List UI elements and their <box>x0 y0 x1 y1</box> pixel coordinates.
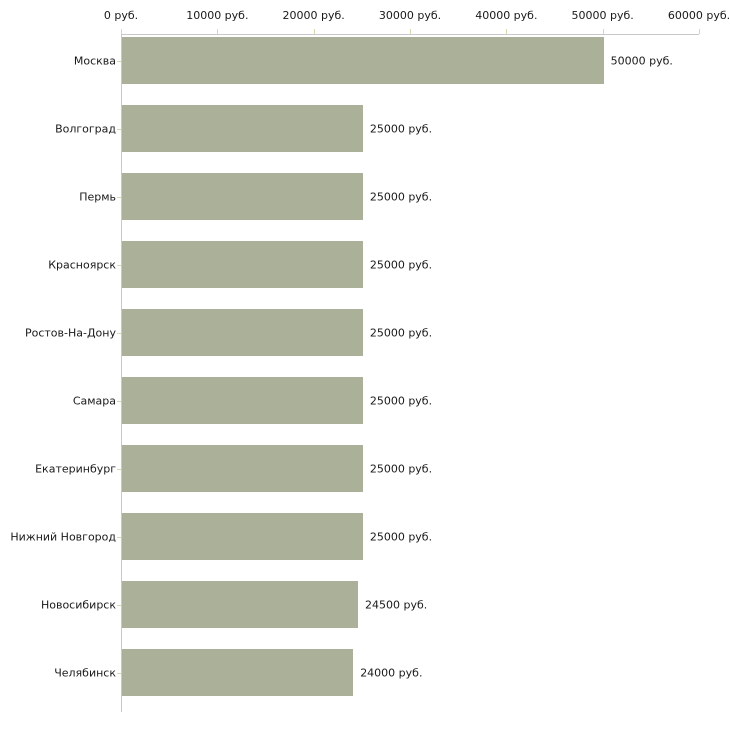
x-axis-tick-label: 60000 руб. <box>667 9 730 22</box>
y-axis-tick <box>117 332 121 334</box>
x-axis-tick <box>217 29 219 34</box>
category-label: Волгоград <box>55 122 116 135</box>
y-axis-tick <box>117 264 121 266</box>
y-axis-tick <box>117 604 121 606</box>
value-label: 24500 руб. <box>365 598 428 611</box>
value-label: 24000 руб. <box>360 666 423 679</box>
bar <box>122 581 359 628</box>
category-label: Красноярск <box>48 258 116 271</box>
category-label: Самара <box>72 394 116 407</box>
x-axis-tick-label: 20000 руб. <box>282 9 345 22</box>
value-label: 25000 руб. <box>369 258 433 271</box>
value-label: 25000 руб. <box>369 530 433 543</box>
y-axis-tick <box>117 60 121 62</box>
x-axis-tick-label: 50000 руб. <box>571 9 634 22</box>
y-axis-tick <box>117 128 121 130</box>
y-axis-tick <box>117 196 121 198</box>
category-label: Екатеринбург <box>35 462 116 475</box>
x-axis-tick-label: 40000 руб. <box>475 9 538 22</box>
bar <box>122 649 354 696</box>
bar <box>122 105 363 152</box>
y-axis-tick <box>117 400 121 402</box>
bar <box>122 241 363 288</box>
bar <box>122 37 604 84</box>
x-axis-tick <box>602 29 604 34</box>
category-label: Нижний Новгород <box>10 530 116 543</box>
x-axis-tick-label: 0 руб. <box>103 9 139 22</box>
bar <box>122 445 363 492</box>
category-label: Новосибирск <box>40 598 116 611</box>
value-label: 25000 руб. <box>369 326 433 339</box>
category-label: Ростов-На-Дону <box>24 326 116 339</box>
bar <box>122 173 363 220</box>
y-axis <box>121 34 122 712</box>
value-label: 50000 руб. <box>610 54 673 67</box>
category-label: Челябинск <box>54 666 116 679</box>
value-label: 25000 руб. <box>369 394 433 407</box>
x-axis-tick <box>121 29 122 34</box>
x-axis-tick-label: 30000 руб. <box>378 9 442 22</box>
bar <box>122 377 363 424</box>
x-axis-tick <box>313 29 315 34</box>
category-label: Москва <box>73 54 116 67</box>
y-axis-tick <box>117 536 121 538</box>
x-axis-tick <box>699 29 700 34</box>
x-axis-tick-label: 10000 руб. <box>186 9 249 22</box>
category-label: Пермь <box>79 190 116 203</box>
value-label: 25000 руб. <box>369 122 433 135</box>
x-axis <box>121 34 699 35</box>
bar <box>122 309 363 356</box>
y-axis-tick <box>117 468 121 470</box>
x-axis-tick <box>410 29 411 34</box>
x-axis-tick <box>506 29 508 34</box>
bar <box>122 513 363 560</box>
y-axis-tick <box>117 672 121 674</box>
value-label: 25000 руб. <box>369 190 433 203</box>
value-label: 25000 руб. <box>369 462 433 475</box>
